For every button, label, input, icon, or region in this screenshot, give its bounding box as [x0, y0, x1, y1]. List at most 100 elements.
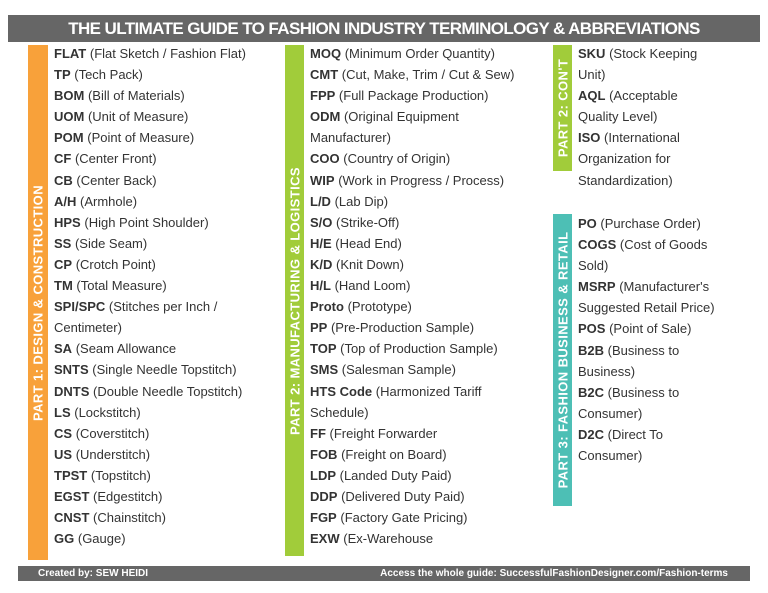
term-entry: FF (Freight Forwarder: [310, 423, 514, 444]
term-abbreviation: CS: [54, 425, 73, 441]
term-definition: (Double Needle Topstitch): [93, 383, 243, 399]
term-definition: Quality Level): [578, 109, 658, 125]
section-bar-part1: PART 1: DESIGN & CONSTRUCTION: [28, 45, 48, 560]
term-entry: SPI/SPC (Stitches per Inch /: [54, 296, 246, 317]
term-entry: D2C (Direct To: [578, 424, 715, 445]
section-bar-part2-cont: PART 2: CON'T: [553, 45, 572, 171]
term-abbreviation: COO: [310, 151, 340, 167]
term-entry: MSRP (Manufacturer's: [578, 276, 715, 297]
term-entry: B2C (Business to: [578, 382, 715, 403]
term-definition: (Acceptable: [609, 88, 678, 104]
term-definition: Standardization): [578, 172, 673, 188]
term-definition: Schedule): [310, 404, 369, 420]
term-entry: TP (Tech Pack): [54, 64, 246, 85]
term-abbreviation: B2B: [578, 342, 605, 358]
term-abbreviation: TOP: [310, 341, 337, 357]
term-definition: (Center Back): [76, 172, 157, 188]
term-entry: TOP (Top of Production Sample): [310, 338, 514, 359]
term-entry: Business): [578, 361, 715, 382]
term-definition: (Knit Down): [336, 256, 404, 272]
term-abbreviation: LDP: [310, 467, 336, 483]
term-definition: (Ex-Warehouse: [343, 531, 434, 547]
term-abbreviation: DDP: [310, 488, 338, 504]
term-entry: BOM (Bill of Materials): [54, 85, 246, 106]
term-entry: CS (Coverstitch): [54, 423, 246, 444]
term-entry: PP (Pre-Production Sample): [310, 317, 514, 338]
term-abbreviation: L/D: [310, 193, 331, 209]
term-entry: FPP (Full Package Production): [310, 85, 514, 106]
term-definition: Sold): [578, 258, 609, 274]
term-definition: Unit): [578, 67, 606, 83]
term-entry: ISO (International: [578, 127, 697, 148]
term-abbreviation: EXW: [310, 531, 340, 547]
term-abbreviation: D2C: [578, 426, 605, 442]
term-abbreviation: WIP: [310, 172, 335, 188]
term-definition: Centimeter): [54, 320, 122, 336]
footer-banner: Created by: SEW HEIDI Access the whole g…: [18, 566, 750, 581]
term-entry: CF (Center Front): [54, 148, 246, 169]
term-entry: Unit): [578, 64, 697, 85]
term-definition: (Country of Origin): [343, 151, 451, 167]
term-entry: EGST (Edgestitch): [54, 486, 246, 507]
term-definition: Suggested Retail Price): [578, 300, 715, 316]
term-definition: (Pre-Production Sample): [330, 320, 475, 336]
term-entry: Manufacturer): [310, 127, 514, 148]
term-definition: (Topstitch): [90, 467, 151, 483]
term-definition: (Delivered Duty Paid): [341, 488, 465, 504]
term-abbreviation: ISO: [578, 130, 601, 146]
term-abbreviation: SMS: [310, 362, 339, 378]
term-definition: (Direct To: [607, 426, 664, 442]
section-bar-part2: PART 2: MANUFACTURING & LOGISTICS: [285, 45, 304, 556]
term-entry: US (Understitch): [54, 444, 246, 465]
term-entry: WIP (Work in Progress / Process): [310, 170, 514, 191]
term-entry: DNTS (Double Needle Topstitch): [54, 381, 246, 402]
terms-column-2: MOQ (Minimum Order Quantity) CMT (Cut, Ma…: [310, 43, 514, 549]
term-definition: (Total Measure): [76, 278, 167, 294]
term-entry: CMT (Cut, Make, Trim / Cut & Sew): [310, 64, 514, 85]
term-entry: A/H (Armhole): [54, 191, 246, 212]
term-definition: (Gauge): [77, 531, 126, 547]
term-entry: UOM (Unit of Measure): [54, 106, 246, 127]
term-entry: Suggested Retail Price): [578, 297, 715, 318]
term-entry: SA (Seam Allowance: [54, 338, 246, 359]
term-entry: SMS (Salesman Sample): [310, 359, 514, 380]
term-definition: (Center Front): [74, 151, 157, 167]
term-definition: (Strike-Off): [336, 214, 400, 230]
term-definition: (International: [604, 130, 680, 146]
term-abbreviation: H/E: [310, 235, 332, 251]
term-abbreviation: SNTS: [54, 362, 89, 378]
term-entry: FOB (Freight on Board): [310, 444, 514, 465]
term-abbreviation: CMT: [310, 67, 339, 83]
term-definition: (Prototype): [347, 299, 412, 315]
term-entry: SS (Side Seam): [54, 233, 246, 254]
term-definition: (Salesman Sample): [341, 362, 456, 378]
term-entry: TPST (Topstitch): [54, 465, 246, 486]
term-abbreviation: SA: [54, 341, 73, 357]
term-entry: PO (Purchase Order): [578, 213, 715, 234]
term-abbreviation: H/L: [310, 278, 331, 294]
term-entry: CB (Center Back): [54, 170, 246, 191]
term-entry: SNTS (Single Needle Topstitch): [54, 359, 246, 380]
term-definition: (Crotch Point): [75, 256, 156, 272]
terms-column-3b: PO (Purchase Order) COGS (Cost of Goods So…: [578, 213, 715, 466]
footer-credit: Created by: SEW HEIDI: [38, 568, 149, 579]
term-abbreviation: CB: [54, 172, 73, 188]
term-entry: Consumer): [578, 445, 715, 466]
term-definition: Consumer): [578, 405, 643, 421]
term-abbreviation: FOB: [310, 446, 338, 462]
term-entry: AQL (Acceptable: [578, 85, 697, 106]
term-abbreviation: SS: [54, 235, 72, 251]
term-entry: Centimeter): [54, 317, 246, 338]
term-entry: CNST (Chainstitch): [54, 507, 246, 528]
term-entry: CP (Crotch Point): [54, 254, 246, 275]
term-entry: SKU (Stock Keeping: [578, 43, 697, 64]
term-definition: (Hand Loom): [334, 278, 411, 294]
term-entry: H/E (Head End): [310, 233, 514, 254]
term-entry: EXW (Ex-Warehouse: [310, 528, 514, 549]
term-abbreviation: PP: [310, 320, 328, 336]
term-entry: FLAT (Flat Sketch / Fashion Flat): [54, 43, 246, 64]
term-entry: HPS (High Point Shoulder): [54, 212, 246, 233]
term-abbreviation: CF: [54, 151, 72, 167]
term-definition: (Landed Duty Paid): [339, 467, 452, 483]
term-definition: (Head End): [335, 235, 402, 251]
